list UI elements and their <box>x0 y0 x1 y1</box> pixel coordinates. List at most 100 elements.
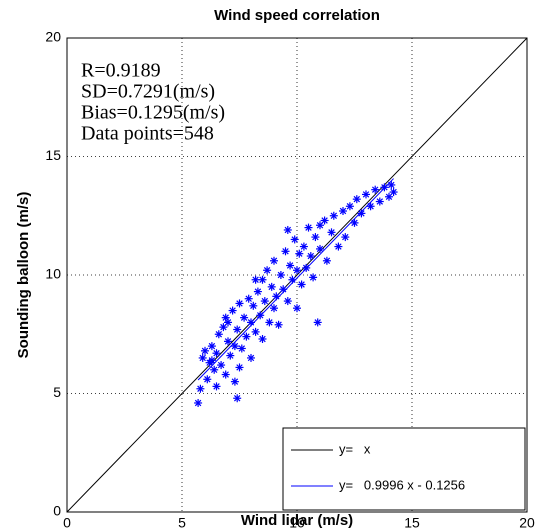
plot-frame <box>66 37 528 513</box>
scatter-point <box>290 235 299 244</box>
y-tick-label: 15 <box>45 147 61 163</box>
scatter-point <box>267 282 276 291</box>
star-stroke <box>353 195 361 203</box>
legend-label: y= 0.9996 x - 0.1256 <box>339 477 465 492</box>
scatter-point <box>276 271 285 279</box>
scatter-point <box>230 342 239 351</box>
star-stroke <box>213 383 220 390</box>
scatter-point <box>230 377 239 386</box>
star-stroke <box>330 212 338 219</box>
star-stroke <box>224 338 232 345</box>
star-stroke <box>284 226 292 234</box>
star-stroke <box>321 217 328 224</box>
star-stroke <box>256 312 264 319</box>
scatter-point <box>288 275 297 284</box>
scatter-point <box>194 398 203 407</box>
scatter-point <box>380 183 389 192</box>
scatter-point <box>274 320 283 329</box>
scatter-point <box>389 188 398 197</box>
scatter-point <box>242 332 251 341</box>
star-stroke <box>312 233 319 241</box>
star-stroke <box>231 342 239 350</box>
star-stroke <box>263 267 271 274</box>
scatter-point <box>345 202 354 211</box>
star-stroke <box>194 399 202 407</box>
scatter-point <box>235 299 244 308</box>
star-stroke <box>390 188 397 196</box>
scatter-point <box>198 353 207 362</box>
star-stroke <box>266 319 273 326</box>
star-stroke <box>197 385 204 392</box>
star-stroke <box>307 252 315 260</box>
scatter-point <box>279 285 288 294</box>
star-stroke <box>233 326 241 333</box>
scatter-point <box>217 361 226 370</box>
star-stroke <box>236 300 243 307</box>
scatter-point <box>201 346 209 355</box>
star-stroke <box>247 319 255 326</box>
y-tick-label: 20 <box>45 29 61 45</box>
scatter-point <box>196 384 205 393</box>
star-stroke <box>305 224 312 231</box>
scatter-point <box>357 209 366 218</box>
star-stroke <box>245 295 252 302</box>
star-stroke <box>286 262 294 269</box>
scatter-point <box>299 242 308 251</box>
scatter-point <box>249 301 258 310</box>
star-stroke <box>376 198 384 205</box>
star-stroke <box>328 229 335 236</box>
scatter-point <box>256 311 265 320</box>
scatter-point <box>297 280 306 289</box>
scatter-point <box>302 263 311 272</box>
star-stroke <box>250 302 257 310</box>
scatter-point <box>286 261 295 270</box>
star-stroke <box>217 361 225 369</box>
scatter-point <box>316 221 324 230</box>
x-axis-label: Wind lidar (m/s) <box>241 512 353 529</box>
star-stroke <box>339 207 347 215</box>
star-stroke <box>289 276 296 283</box>
star-stroke <box>243 333 250 340</box>
star-stroke <box>293 304 301 312</box>
star-stroke <box>351 219 358 227</box>
line <box>67 38 527 512</box>
x-tick-label: 15 <box>404 515 420 530</box>
star-stroke <box>208 357 216 364</box>
scatter-point <box>311 233 320 242</box>
scatter-point <box>341 233 350 242</box>
scatter-point <box>233 325 242 334</box>
star-stroke <box>210 366 218 374</box>
annotation: Bias=0.1295(m/s) <box>81 102 225 124</box>
scatter-point <box>214 330 223 339</box>
star-stroke <box>236 364 243 371</box>
star-stroke <box>335 243 342 250</box>
star-stroke <box>279 285 287 293</box>
star-stroke <box>259 335 266 343</box>
scatter-point <box>366 202 375 211</box>
star-stroke <box>270 257 278 265</box>
star-stroke <box>316 245 324 253</box>
star-stroke <box>208 342 216 350</box>
scatter-point <box>316 244 324 253</box>
chart-title: Wind speed correlation <box>214 7 380 24</box>
scatter-point <box>293 304 301 313</box>
scatter-point <box>265 318 274 327</box>
star-stroke <box>222 314 229 321</box>
scatter-point <box>260 297 269 306</box>
star-stroke <box>314 319 321 326</box>
star-stroke <box>284 297 292 305</box>
x-tick-label: 5 <box>178 515 186 530</box>
scatter-point <box>375 197 384 206</box>
scatter-point <box>334 242 343 251</box>
scatter-point <box>219 323 228 332</box>
star-stroke <box>261 297 269 305</box>
legend-label: y= x <box>339 441 371 456</box>
star-stroke <box>259 276 266 283</box>
scatter-point <box>240 313 249 322</box>
star-stroke <box>298 281 305 288</box>
scatter-point <box>203 375 212 384</box>
star-stroke <box>300 243 308 250</box>
legend-box <box>282 427 526 511</box>
star-stroke <box>222 371 229 378</box>
star-stroke <box>233 395 241 402</box>
